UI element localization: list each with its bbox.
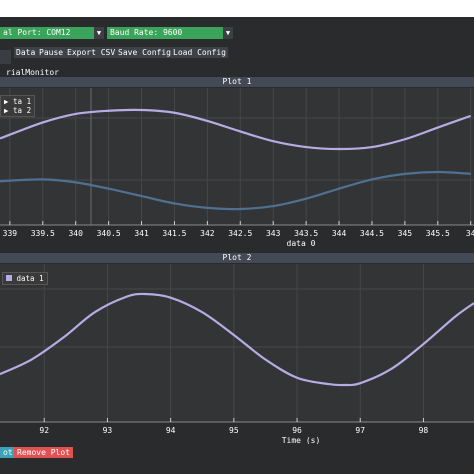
serial-port-label: al Port: COM12 xyxy=(3,28,71,37)
legend-label: ta 2 xyxy=(13,106,32,115)
x-tick-label: 97 xyxy=(355,426,365,435)
x-tick-label: 341.5 xyxy=(162,229,186,238)
plot2-svg: 92 93 94 95 96 97 98 Time (s) xyxy=(0,264,474,444)
x-tick-label: 96 xyxy=(292,426,302,435)
plot1-header: Plot 1 xyxy=(0,77,474,87)
series-line xyxy=(0,108,472,151)
x-tick-label: 339.5 xyxy=(31,229,55,238)
x-tick-label: 343.5 xyxy=(294,229,318,238)
x-tick-label: 93 xyxy=(103,426,113,435)
plot2-area[interactable] xyxy=(0,264,474,422)
x-tick-label: 98 xyxy=(419,426,429,435)
export-csv-button[interactable]: Export CSV xyxy=(65,47,118,58)
remove-plot-button[interactable]: Remove Plot xyxy=(14,447,73,458)
x-tick-label: 345 xyxy=(398,229,413,238)
baud-rate-combo[interactable]: Baud Rate: 9600 ▼ xyxy=(107,27,233,39)
triangle-right-icon: ▶ xyxy=(4,106,14,115)
collapse-widget[interactable] xyxy=(0,50,11,64)
load-config-button[interactable]: Load Config xyxy=(171,47,228,58)
plot2-header: Plot 2 xyxy=(0,253,474,263)
x-tick-label: 343 xyxy=(266,229,281,238)
legend-label: ta 1 xyxy=(13,97,32,106)
plot1-legend[interactable]: ▶ ta 1 ▶ ta 2 xyxy=(0,95,36,117)
x-tick-label: 95 xyxy=(229,426,239,435)
plot1-svg: 5339339.5340340.5341341.5342342.5343343.… xyxy=(0,88,474,248)
legend-item[interactable]: ▶ ta 2 xyxy=(4,106,31,115)
add-plot-button[interactable]: ot xyxy=(0,447,16,458)
legend-item[interactable]: ▶ ta 1 xyxy=(4,97,31,106)
x-tick-label: 341 xyxy=(134,229,149,238)
series-line xyxy=(0,170,471,211)
x-tick-label: 340 xyxy=(68,229,83,238)
x-axis-label: data 0 xyxy=(287,239,316,248)
x-tick-label: 345.5 xyxy=(426,229,450,238)
legend-label: data 1 xyxy=(16,274,44,283)
x-tick-label: 344 xyxy=(332,229,347,238)
x-tick-label: 344.5 xyxy=(360,229,384,238)
triangle-right-icon: ▶ xyxy=(4,97,14,106)
x-axis-label: Time (s) xyxy=(282,436,321,444)
series-line xyxy=(0,292,474,387)
x-tick-label: 342.5 xyxy=(228,229,252,238)
app-title: rialMonitor xyxy=(6,68,59,77)
plot2-legend[interactable]: data 1 xyxy=(2,272,48,285)
pause-button[interactable]: Pause xyxy=(37,47,66,58)
x-tick-label: 92 xyxy=(39,426,49,435)
x-tick-label: 340.5 xyxy=(97,229,121,238)
plot1-area[interactable] xyxy=(0,88,474,225)
serial-port-combo[interactable]: al Port: COM12 ▼ xyxy=(0,27,104,39)
data-button[interactable]: Data xyxy=(14,47,38,58)
x-tick-label: 339 xyxy=(3,229,18,238)
baud-rate-label: Baud Rate: 9600 xyxy=(110,28,183,37)
x-tick-label: 342 xyxy=(200,229,215,238)
legend-swatch xyxy=(6,275,12,281)
x-tick-label: 34 xyxy=(466,229,474,238)
chevron-down-icon[interactable]: ▼ xyxy=(223,27,233,39)
chevron-down-icon[interactable]: ▼ xyxy=(94,27,104,39)
x-tick-label: 94 xyxy=(166,426,176,435)
save-config-button[interactable]: Save Config xyxy=(116,47,173,58)
